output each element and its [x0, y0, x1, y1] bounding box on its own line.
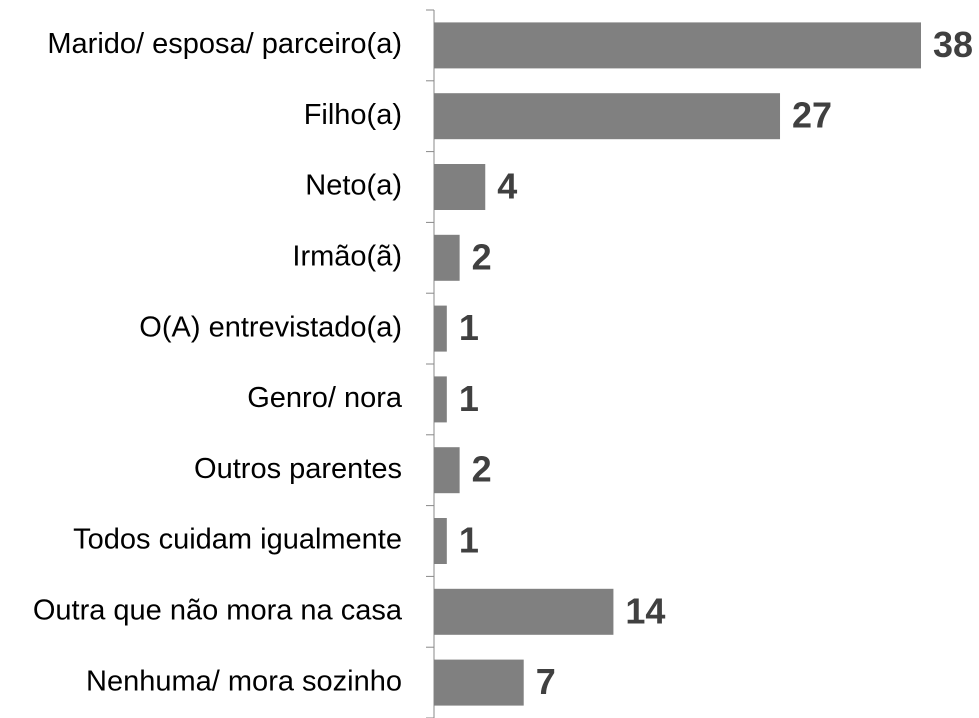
bar: [434, 164, 486, 210]
bar: [434, 22, 921, 69]
value-label: 27: [792, 95, 832, 136]
bar: [434, 234, 460, 281]
category-label: Outra que não mora na casa: [33, 594, 403, 626]
bar: [434, 447, 460, 494]
value-label: 1: [459, 520, 479, 561]
value-label: 7: [536, 661, 556, 702]
category-label: Marido/ esposa/ parceiro(a): [47, 28, 402, 60]
category-label: O(A) entrevistado(a): [139, 311, 402, 343]
value-label: 14: [625, 590, 665, 631]
value-label: 1: [459, 378, 479, 419]
bar: [434, 305, 447, 352]
category-label: Neto(a): [305, 170, 402, 202]
bar: [434, 588, 614, 635]
category-label: Outros parentes: [194, 453, 402, 485]
value-label: 1: [459, 307, 479, 348]
category-label: Filho(a): [304, 99, 402, 131]
category-label: Genro/ nora: [247, 382, 403, 414]
category-label: Todos cuidam igualmente: [73, 524, 402, 556]
bar: [434, 376, 447, 423]
value-label: 2: [472, 449, 492, 490]
value-label: 4: [497, 166, 517, 207]
category-label: Nenhuma/ mora sozinho: [86, 665, 402, 697]
value-label: 2: [472, 236, 492, 277]
bar: [434, 518, 447, 564]
bar: [434, 659, 524, 706]
category-label: Irmão(ã): [292, 240, 402, 272]
bar: [434, 93, 781, 140]
value-label: 38: [933, 24, 973, 65]
